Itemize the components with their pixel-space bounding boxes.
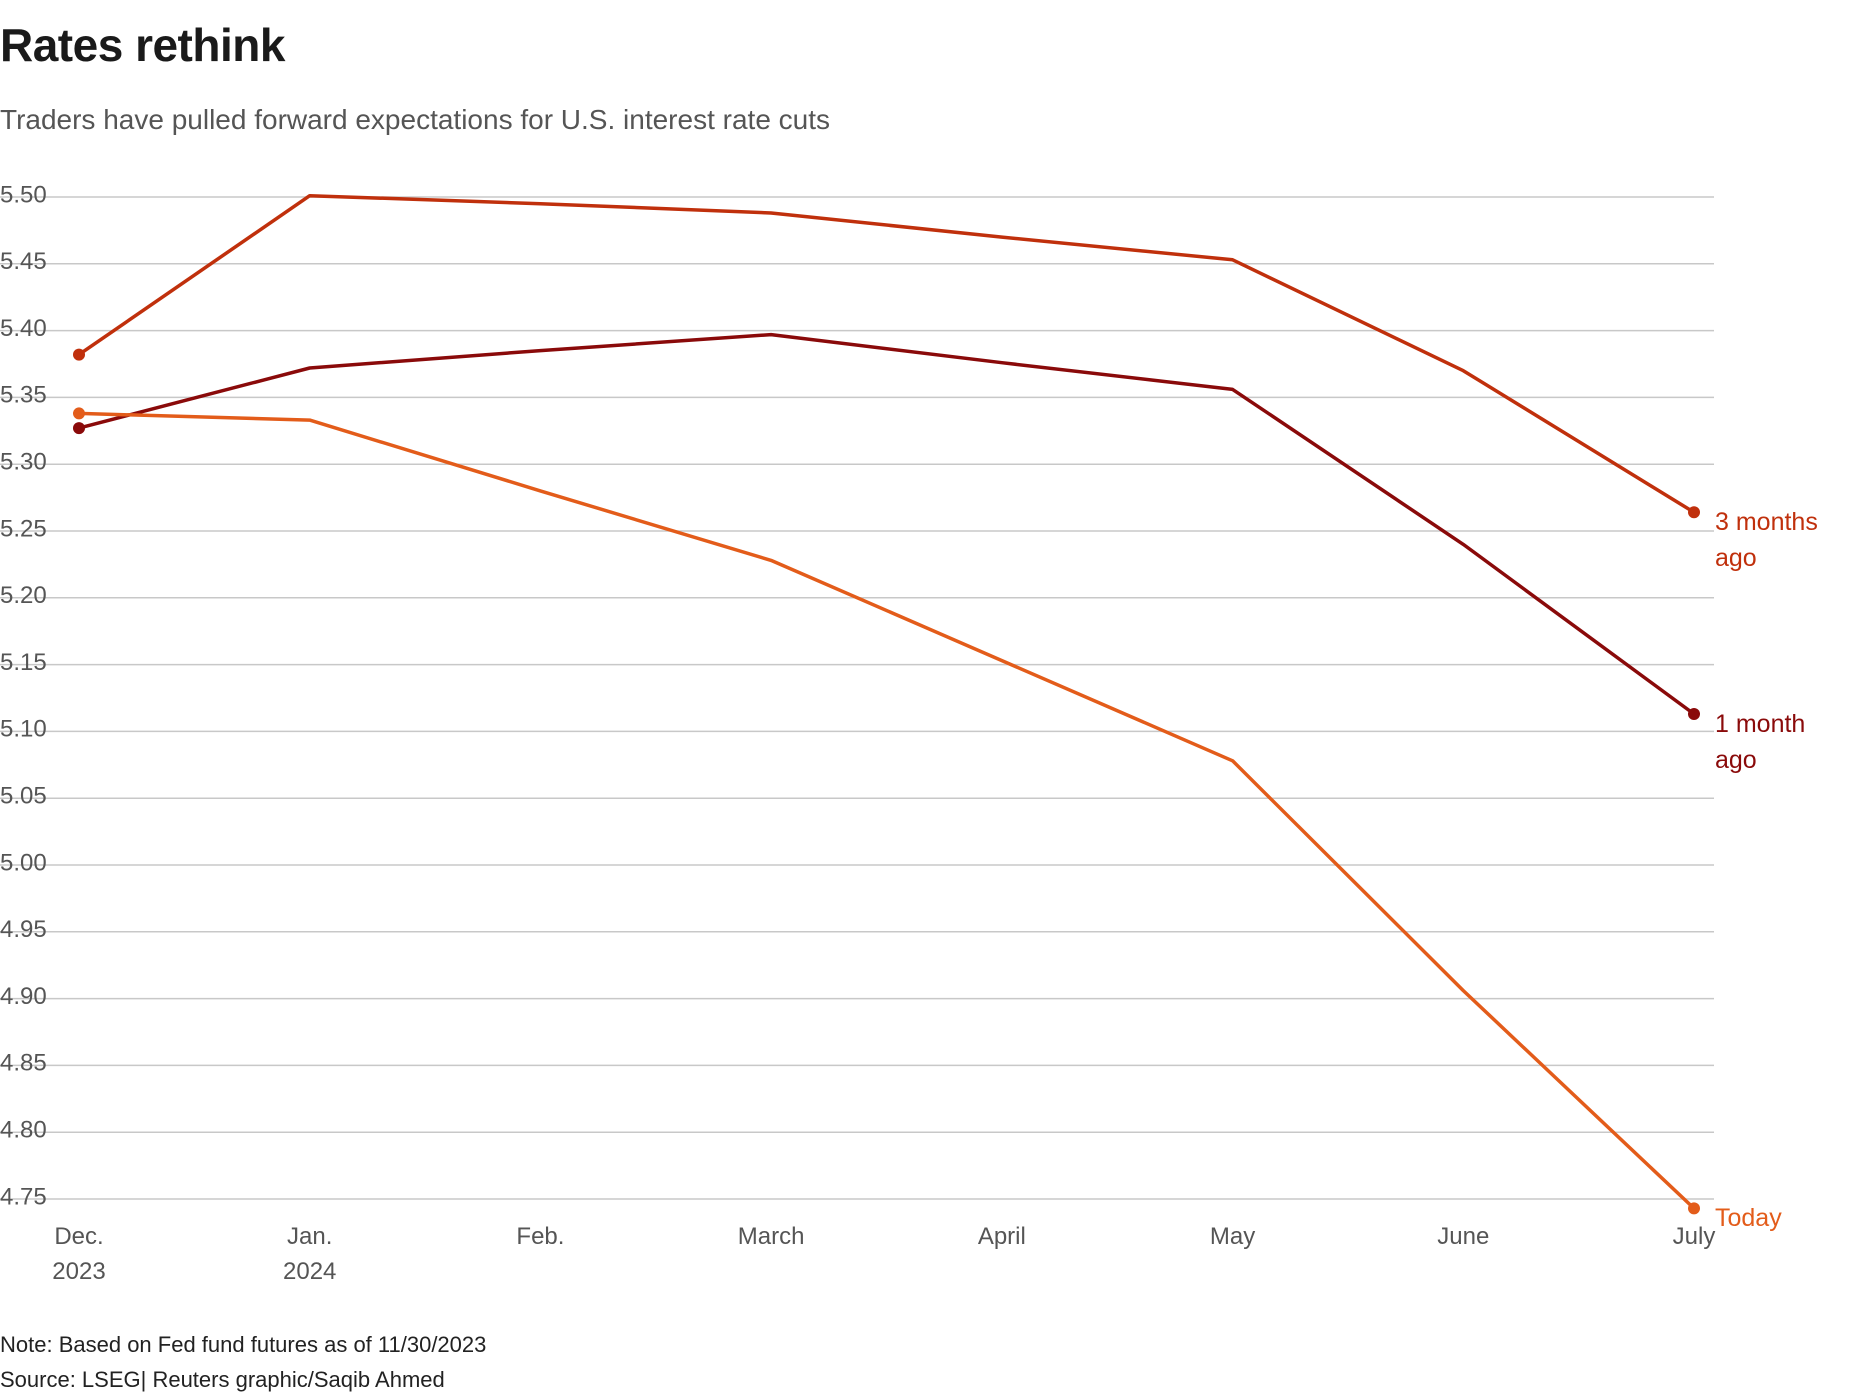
series-line [78, 332, 1696, 716]
note: Note: Based on Fed fund futures as of 11… [0, 1332, 487, 1357]
series-label: 3 months ago [1715, 508, 1818, 573]
end-dot [1688, 506, 1700, 519]
series-label: 1 month ago [1715, 710, 1806, 775]
y-tick-label: 4.90 [0, 983, 47, 1010]
x-tick-label: Dec. 2023 [52, 1223, 106, 1285]
y-tick-label: 5.20 [0, 582, 47, 609]
y-tick-label: 5.50 [0, 181, 47, 208]
y-tick-label: 5.10 [0, 716, 47, 743]
y-tick-label: 5.15 [0, 649, 47, 676]
x-tick-label: Feb. [516, 1223, 565, 1250]
series-label: Today [1715, 1204, 1782, 1233]
x-tick-label: Jan. 2024 [283, 1223, 337, 1285]
chart-title: Rates rethink [0, 19, 285, 71]
series-line [78, 193, 1695, 514]
x-tick-label: May [1209, 1223, 1256, 1250]
end-dot [1688, 1202, 1700, 1215]
end-dot [73, 407, 85, 420]
y-tick-label: 4.85 [0, 1050, 47, 1077]
end-dot [73, 422, 85, 435]
y-tick-label: 5.35 [0, 382, 47, 409]
y-tick-label: 5.25 [0, 515, 47, 542]
y-tick-label: 4.95 [0, 916, 47, 943]
y-tick-label: 4.80 [0, 1117, 47, 1144]
y-tick-label: 5.40 [0, 315, 47, 342]
series-line [78, 411, 1696, 1210]
y-tick-label: 5.00 [0, 849, 47, 876]
end-dot [73, 348, 85, 361]
x-tick-label: June [1437, 1223, 1490, 1250]
y-tick-label: 4.75 [0, 1183, 47, 1210]
y-tick-label: 5.30 [0, 449, 47, 476]
x-tick-label: March [737, 1223, 805, 1250]
y-tick-label: 5.45 [0, 248, 47, 275]
x-tick-label: April [977, 1223, 1026, 1250]
end-dot [1688, 708, 1700, 721]
x-tick-label: July [1672, 1223, 1716, 1250]
chart-subtitle: Traders have pulled forward expectations… [0, 104, 831, 135]
source: Source: LSEG| Reuters graphic/Saqib Ahme… [0, 1367, 445, 1392]
y-tick-label: 5.05 [0, 783, 47, 810]
